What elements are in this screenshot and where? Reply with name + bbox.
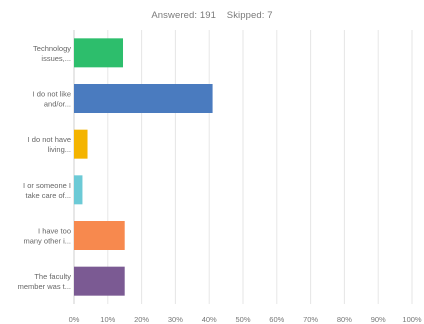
x-tick-label: 80% xyxy=(337,315,352,324)
bar[interactable] xyxy=(74,221,125,250)
x-tick-label: 0% xyxy=(69,315,80,324)
x-tick-label: 50% xyxy=(235,315,250,324)
x-tick-label: 10% xyxy=(100,315,115,324)
category-label: issues,... xyxy=(41,54,71,63)
category-label: The faculty xyxy=(34,272,71,281)
bar[interactable] xyxy=(74,38,124,68)
category-label: and/or... xyxy=(44,100,71,109)
category-label: I have too xyxy=(38,227,71,236)
x-tick-label: 90% xyxy=(371,315,386,324)
category-label: take care of... xyxy=(26,191,71,200)
skipped-count: Skipped: 7 xyxy=(226,10,273,21)
category-label: I or someone I xyxy=(23,181,71,190)
x-tick-label: 70% xyxy=(303,315,318,324)
x-tick-label: 20% xyxy=(134,315,149,324)
response-stats: Answered: 191 Skipped: 7 xyxy=(0,10,424,21)
category-label: living... xyxy=(48,145,71,154)
category-label: I do not have xyxy=(28,135,71,144)
bar[interactable] xyxy=(74,84,213,113)
x-tick-label: 100% xyxy=(402,315,422,324)
bar[interactable] xyxy=(74,175,83,205)
category-label: I do not like xyxy=(33,90,71,99)
x-tick-label: 30% xyxy=(168,315,183,324)
bar[interactable] xyxy=(74,129,88,159)
category-label: Technology xyxy=(33,44,71,53)
x-tick-label: 60% xyxy=(269,315,284,324)
x-tick-label: 40% xyxy=(202,315,217,324)
bar[interactable] xyxy=(74,266,125,296)
category-label: many other i... xyxy=(23,237,71,246)
answered-count: Answered: 191 xyxy=(151,10,217,21)
category-label: member was t... xyxy=(18,282,71,291)
